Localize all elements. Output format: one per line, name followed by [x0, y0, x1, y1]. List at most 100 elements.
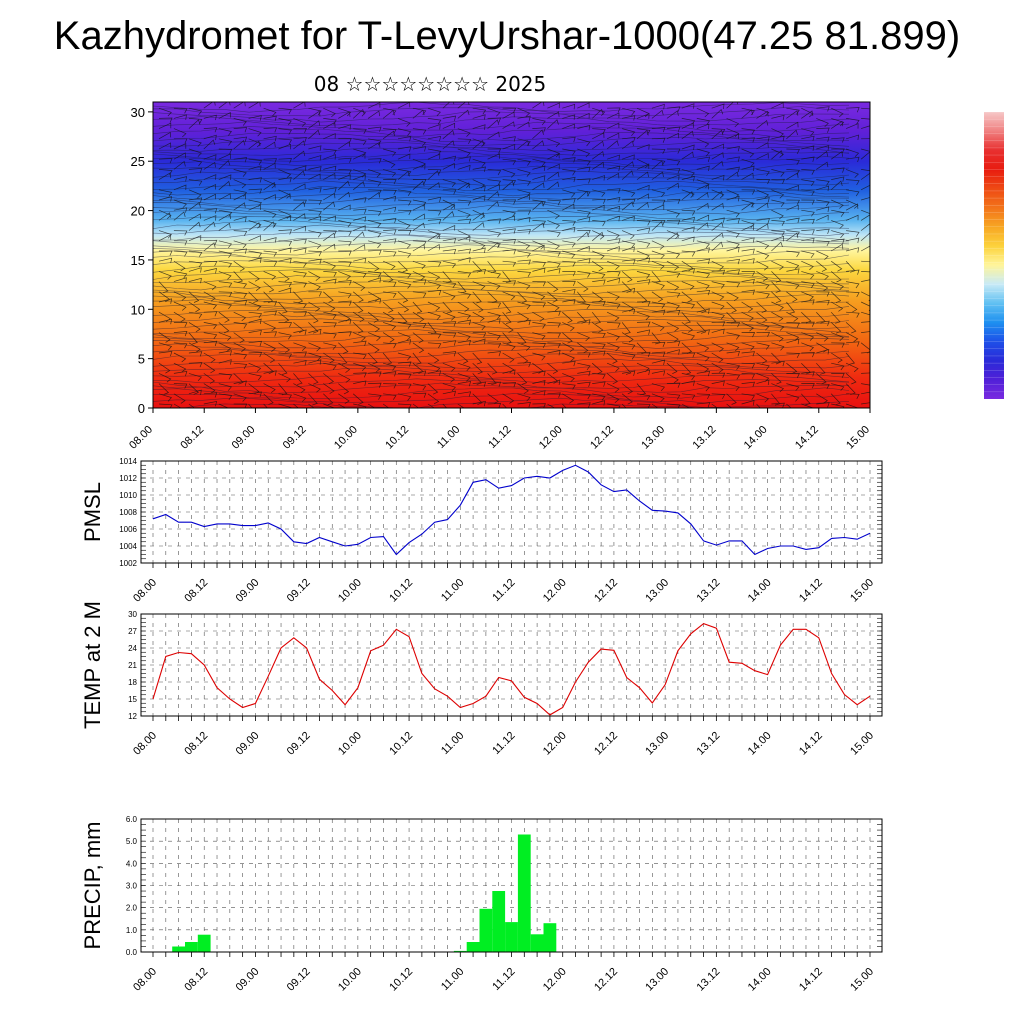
wind-barb	[831, 362, 845, 371]
precip-bar	[505, 922, 518, 952]
wind-barb	[592, 175, 606, 181]
wind-barb	[801, 199, 815, 205]
wind-barb	[218, 209, 233, 217]
y-tick-label: 25	[131, 154, 145, 169]
wind-barb	[547, 379, 561, 385]
wind-barb	[756, 202, 769, 211]
wind-barb	[323, 118, 337, 125]
wind-barb	[248, 373, 262, 381]
contour-line	[153, 234, 850, 246]
wind-barb	[592, 400, 606, 406]
wind-barb	[173, 277, 187, 283]
wind-barb	[592, 204, 605, 211]
wind-barb	[502, 271, 512, 284]
wind-barb	[592, 189, 606, 198]
wind-barb	[427, 153, 441, 160]
wind-barb	[278, 177, 292, 183]
x-tick-label: 10.00	[336, 966, 364, 994]
wind-barb	[696, 393, 711, 400]
wind-barb	[831, 301, 844, 312]
wind-barb	[352, 322, 364, 334]
wind-barb	[293, 137, 307, 143]
wind-barb	[233, 291, 248, 298]
wind-barb	[651, 322, 665, 332]
wind-barb	[502, 260, 517, 267]
wind-barb	[636, 201, 649, 211]
wind-barb	[338, 220, 352, 228]
wind-barb	[547, 181, 560, 191]
wind-barb	[756, 119, 769, 129]
wind-barb	[801, 229, 815, 235]
wind-barb	[263, 393, 274, 405]
wind-barb	[816, 332, 829, 342]
wind-barb	[248, 403, 253, 408]
wind-barb	[218, 322, 230, 334]
wind-barb	[293, 281, 307, 288]
wind-barb	[801, 218, 815, 225]
wind-barb	[218, 291, 233, 297]
wind-barb	[517, 189, 531, 198]
wind-barb	[158, 209, 172, 219]
wind-barb	[397, 332, 411, 341]
wind-barb	[771, 260, 784, 271]
wind-barb	[517, 373, 528, 385]
wind-barb	[278, 215, 292, 222]
wind-barb	[592, 393, 606, 401]
wind-barb	[457, 102, 470, 109]
wind-barb	[367, 110, 381, 119]
wind-barb	[173, 260, 186, 272]
wind-barb	[323, 301, 336, 312]
y-tick-label: 15	[128, 695, 137, 704]
wind-barb	[816, 145, 830, 151]
wind-barb	[562, 157, 576, 163]
wind-barb	[681, 175, 695, 182]
wind-barb	[726, 195, 740, 202]
wind-barb	[786, 148, 800, 155]
contour-line	[153, 264, 850, 276]
wind-barb	[367, 322, 381, 333]
wind-barb	[427, 107, 441, 117]
wind-barb	[801, 362, 812, 375]
wind-barb	[233, 136, 248, 142]
wind-barb	[756, 142, 769, 150]
wind-barb	[845, 260, 856, 273]
wind-barb	[831, 230, 845, 239]
wind-barb	[711, 342, 724, 352]
contour-line	[153, 219, 850, 231]
wind-barb	[487, 362, 498, 375]
wind-barb	[681, 380, 695, 386]
contour-line	[153, 170, 850, 181]
wind-barb	[188, 235, 202, 242]
wind-barb	[711, 393, 726, 400]
wind-barb	[666, 393, 681, 400]
wind-barb	[577, 352, 591, 358]
x-tick-label: 13.00	[643, 966, 671, 994]
wind-barb	[472, 338, 486, 345]
wind-barb	[636, 329, 651, 335]
wind-barb	[726, 393, 737, 405]
wind-barb	[517, 311, 530, 322]
wind-barb	[786, 230, 800, 237]
contour-line	[153, 382, 849, 394]
wind-barb	[502, 249, 517, 255]
contour-line	[153, 273, 850, 285]
wind-barb	[816, 127, 830, 133]
wind-barb	[860, 151, 870, 160]
wind-barb	[562, 311, 573, 324]
wind-barb	[651, 403, 659, 408]
wind-barb	[188, 342, 201, 353]
wind-barb	[801, 342, 815, 352]
wind-barb	[666, 132, 680, 140]
wind-barb	[367, 311, 380, 323]
wind-barb	[442, 351, 457, 357]
contour-line	[153, 334, 850, 344]
wind-barb	[367, 332, 381, 342]
contour-line	[153, 215, 850, 226]
y-tick-label: 1008	[119, 508, 137, 517]
wind-barb	[801, 209, 815, 217]
wind-barb	[383, 229, 397, 235]
wind-barb	[651, 158, 666, 166]
wind-barb	[308, 403, 315, 408]
wind-barb	[621, 281, 632, 293]
wind-barb	[562, 393, 575, 404]
